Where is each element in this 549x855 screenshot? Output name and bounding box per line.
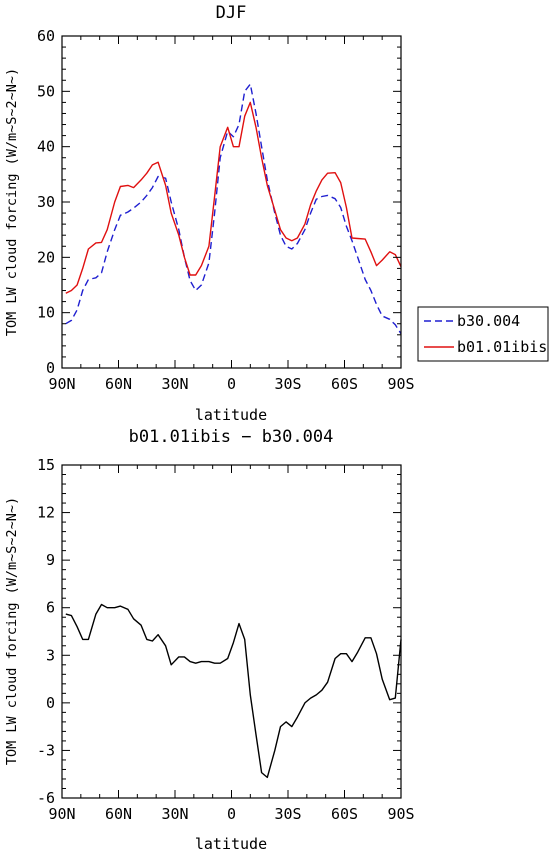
y-tick-label: 3 xyxy=(46,646,55,664)
x-tick-label: 90S xyxy=(387,375,414,393)
axis-ticks: 90N 60N 30N 0 30S 60S 90S -6 -3 0 3 6 9 12 15 xyxy=(37,456,415,823)
series-line-difference xyxy=(65,603,402,779)
y-axis-label: TOM LW cloud forcing (W/m~S~2~N~) xyxy=(4,68,20,336)
series-line-b01-01ibis xyxy=(65,101,402,294)
y-tick-label: 50 xyxy=(37,82,55,100)
x-tick-label: 30N xyxy=(161,805,188,823)
legend-label-b30-004: b30.004 xyxy=(457,312,520,330)
y-tick-label: 12 xyxy=(37,504,55,522)
axis-ticks: 90N 60N 30N 0 30S 60S 90S 0 10 20 30 40 50 60 xyxy=(37,27,415,393)
plot-frame xyxy=(61,464,402,799)
x-tick-label: 0 xyxy=(227,375,236,393)
chart-difference: b01.01ibis − b30.004 90N 60N 30N 0 30S 60S 90S… xyxy=(4,427,415,853)
y-tick-label: 40 xyxy=(37,138,55,156)
x-tick-label: 0 xyxy=(227,805,236,823)
x-axis-label: latitude xyxy=(195,406,267,424)
series-lines xyxy=(65,603,402,779)
chart-djf: DJF 90N 60N 30N 0 30S 60S 90S 0 10 20 30 40 50 60 lat… xyxy=(4,3,415,424)
x-tick-label: 30S xyxy=(274,375,301,393)
y-tick-label: 0 xyxy=(46,359,55,377)
chart-title: b01.01ibis − b30.004 xyxy=(129,427,334,447)
y-tick-label: 60 xyxy=(37,27,55,45)
x-axis-label: latitude xyxy=(195,835,267,851)
y-tick-label: 15 xyxy=(37,456,55,474)
x-tick-label: 30N xyxy=(161,375,188,393)
legend-label-b01-01ibis: b01.01ibis xyxy=(457,338,547,356)
y-tick-label: -6 xyxy=(37,789,55,807)
y-tick-label: 20 xyxy=(37,248,55,266)
y-axis-label: TOM LW cloud forcing (W/m~S~2~N~) xyxy=(4,497,20,765)
y-tick-label: 6 xyxy=(46,599,55,617)
chart-title: DJF xyxy=(216,3,247,23)
y-tick-label: 10 xyxy=(37,304,55,322)
series-lines xyxy=(65,83,402,335)
legend-box xyxy=(417,306,549,362)
y-tick-label: 9 xyxy=(46,551,55,569)
y-tick-label: 0 xyxy=(46,694,55,712)
x-tick-label: 60N xyxy=(105,375,132,393)
y-tick-label: -3 xyxy=(37,741,55,759)
x-tick-label: 60S xyxy=(331,375,358,393)
x-tick-label: 30S xyxy=(274,805,301,823)
legend: b30.004 b01.01ibis xyxy=(417,306,549,362)
x-tick-label: 90N xyxy=(48,375,75,393)
plot-frame xyxy=(61,35,402,369)
series-line-b30-004 xyxy=(65,83,402,335)
y-tick-label: 30 xyxy=(37,193,55,211)
x-tick-label: 90N xyxy=(48,805,75,823)
x-tick-label: 60S xyxy=(331,805,358,823)
x-tick-label: 90S xyxy=(387,805,414,823)
x-tick-label: 60N xyxy=(105,805,132,823)
